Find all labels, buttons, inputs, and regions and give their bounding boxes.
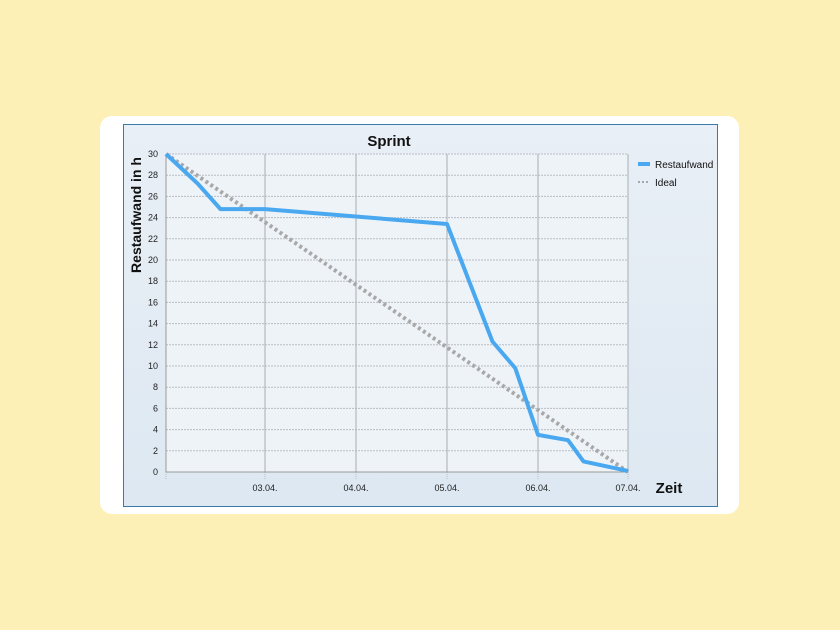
y-tick-label: 20 bbox=[148, 255, 158, 265]
y-tick-label: 10 bbox=[148, 361, 158, 371]
x-axis-label: Zeit bbox=[656, 480, 683, 497]
y-tick-label: 16 bbox=[148, 297, 158, 307]
plot-area bbox=[166, 154, 628, 472]
y-tick-label: 2 bbox=[153, 446, 158, 456]
chart-title: Sprint bbox=[367, 133, 410, 150]
x-tick-label: 07.04. bbox=[615, 483, 640, 493]
y-tick-label: 22 bbox=[148, 234, 158, 244]
y-tick-label: 0 bbox=[153, 467, 158, 477]
x-tick-label: 04.04. bbox=[343, 483, 368, 493]
x-tick-label: 06.04. bbox=[525, 483, 550, 493]
series-restaufwand bbox=[164, 152, 629, 473]
y-axis-label: Restaufwand in h bbox=[128, 157, 144, 273]
y-tick-label: 6 bbox=[153, 403, 158, 413]
x-tick-label: 03.04. bbox=[252, 483, 277, 493]
y-tick-label: 18 bbox=[148, 276, 158, 286]
y-tick-label: 24 bbox=[148, 213, 158, 223]
y-tick-label: 12 bbox=[148, 340, 158, 350]
y-tick-label: 14 bbox=[148, 319, 158, 329]
x-tick-label: 05.04. bbox=[434, 483, 459, 493]
y-tick-label: 28 bbox=[148, 170, 158, 180]
y-tick-label: 30 bbox=[148, 149, 158, 159]
y-tick-label: 4 bbox=[153, 425, 158, 435]
legend-label-ideal: Ideal bbox=[655, 178, 677, 189]
y-tick-label: 8 bbox=[153, 382, 158, 392]
legend-label-restaufwand: Restaufwand bbox=[655, 160, 713, 171]
y-tick-label: 26 bbox=[148, 191, 158, 201]
